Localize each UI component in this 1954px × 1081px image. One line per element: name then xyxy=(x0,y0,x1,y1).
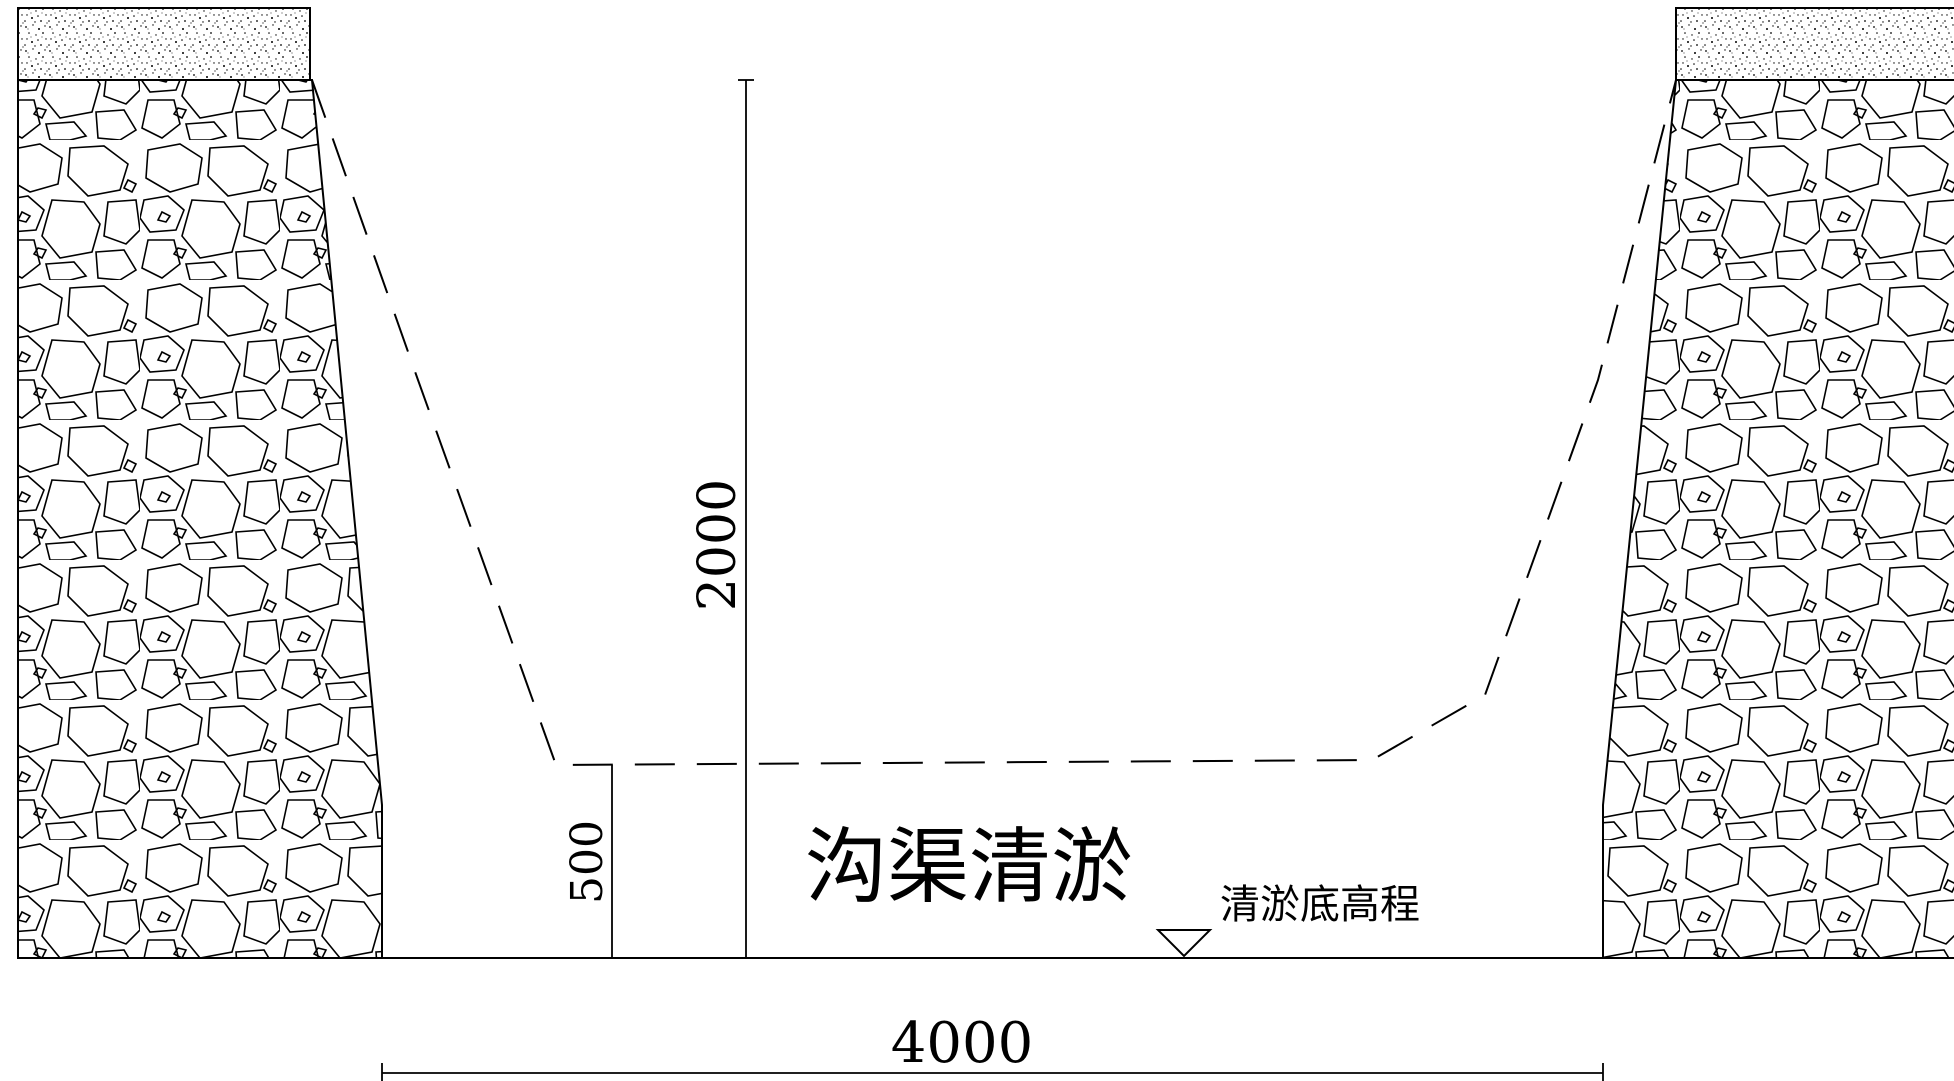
elevation-marker: 清淤底高程 xyxy=(1155,882,1420,958)
dimension-2000-label: 2000 xyxy=(688,479,748,611)
dimension-bottom-depth: 500 xyxy=(562,765,613,958)
dimension-total-depth: 2000 xyxy=(688,79,754,958)
left-retaining-wall xyxy=(17,7,383,959)
right-wall-cap xyxy=(1675,7,1954,81)
right-wall-masonry xyxy=(1602,79,1954,959)
dimension-width: 4000 xyxy=(381,1011,1604,1081)
dimension-4000-label: 4000 xyxy=(891,1011,1034,1076)
drawing-title: 沟渠清淤 xyxy=(805,820,1133,915)
left-wall-masonry xyxy=(17,79,383,959)
left-wall-cap xyxy=(17,7,311,81)
dimension-500-label: 500 xyxy=(562,820,613,904)
right-retaining-wall xyxy=(1602,7,1954,959)
elevation-label: 清淤底高程 xyxy=(1220,882,1420,928)
silt-profile-dashed xyxy=(311,79,1677,767)
elevation-triangle-icon xyxy=(1155,929,1213,958)
